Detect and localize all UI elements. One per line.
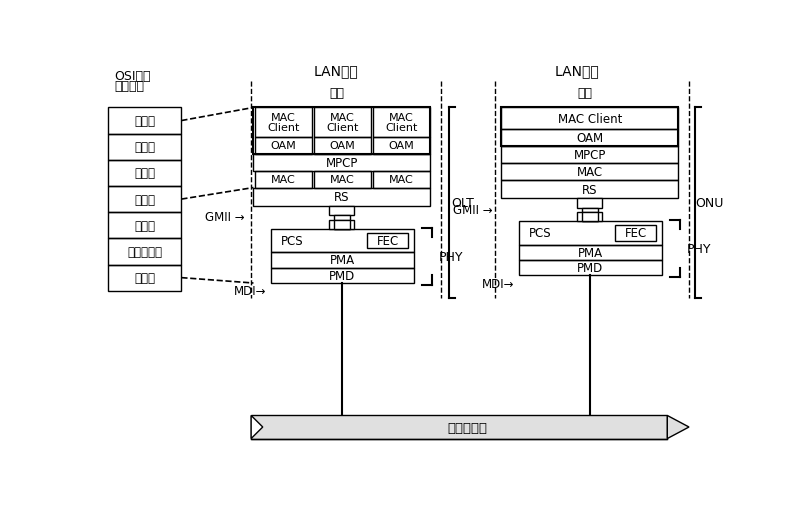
Text: MPCP: MPCP (574, 148, 606, 162)
Text: LAN分层: LAN分层 (554, 64, 599, 78)
Text: OAM: OAM (576, 132, 603, 145)
Text: LAN分层: LAN分层 (314, 64, 358, 78)
Text: MAC Client: MAC Client (558, 113, 622, 125)
Text: 物理层: 物理层 (134, 272, 155, 284)
Text: 传输层: 传输层 (134, 193, 155, 206)
Text: GMII →: GMII → (453, 203, 492, 216)
Text: Client: Client (326, 123, 358, 133)
Text: OAM: OAM (330, 141, 355, 151)
Bar (502, 164, 678, 180)
Bar (373, 137, 430, 155)
Text: GMII →: GMII → (205, 211, 244, 224)
Text: Client: Client (386, 123, 418, 133)
Text: 上层: 上层 (329, 86, 344, 99)
Bar (270, 268, 414, 283)
Bar (518, 245, 662, 261)
Bar (502, 180, 678, 199)
Text: MPCP: MPCP (326, 157, 358, 169)
Text: MAC: MAC (330, 175, 355, 185)
Text: MAC: MAC (330, 113, 355, 122)
Bar (578, 213, 602, 222)
Text: PMA: PMA (330, 254, 354, 267)
Text: FEC: FEC (624, 227, 646, 240)
Bar (330, 221, 354, 230)
Text: Client: Client (267, 123, 300, 133)
Bar (108, 265, 182, 291)
Text: PHY: PHY (686, 242, 711, 256)
Bar (373, 108, 430, 137)
Bar (502, 108, 678, 146)
Text: OSI参考: OSI参考 (114, 70, 150, 82)
Text: 应用层: 应用层 (134, 115, 155, 128)
Bar (582, 213, 598, 222)
Bar (502, 146, 678, 164)
Text: 会话层: 会话层 (134, 167, 155, 180)
Bar (108, 187, 182, 213)
Text: 模型分层: 模型分层 (114, 80, 144, 93)
Text: MDI→: MDI→ (482, 277, 514, 290)
Text: MAC: MAC (271, 113, 296, 122)
Polygon shape (251, 416, 262, 439)
Text: PHY: PHY (438, 250, 463, 263)
Text: OLT: OLT (451, 197, 474, 210)
Bar (518, 261, 662, 276)
Bar (373, 171, 430, 188)
Text: PMD: PMD (329, 269, 355, 282)
Bar (254, 108, 430, 155)
Bar (108, 239, 182, 265)
Text: PCS: PCS (529, 227, 551, 240)
Text: PCS: PCS (281, 235, 303, 247)
Bar (518, 222, 662, 245)
Text: RS: RS (582, 183, 598, 196)
Bar (578, 199, 602, 208)
Text: ONU: ONU (695, 197, 723, 210)
Bar (502, 108, 678, 130)
Bar (314, 137, 371, 155)
Text: MAC: MAC (389, 175, 414, 185)
Text: MAC: MAC (271, 175, 296, 185)
Bar (367, 233, 408, 249)
Text: MAC: MAC (389, 113, 414, 122)
Bar (615, 226, 656, 241)
Bar (251, 416, 667, 439)
Bar (314, 171, 371, 188)
Text: PMA: PMA (578, 246, 602, 259)
Bar (502, 130, 678, 146)
Text: FEC: FEC (377, 235, 398, 247)
Bar (270, 230, 414, 252)
Bar (270, 252, 414, 268)
Bar (108, 213, 182, 239)
Text: RS: RS (334, 191, 350, 204)
Text: MDI→: MDI→ (234, 285, 266, 297)
Text: PMD: PMD (577, 262, 603, 275)
Text: 表示层: 表示层 (134, 141, 155, 154)
Text: 数据链路层: 数据链路层 (127, 245, 162, 259)
Text: OAM: OAM (270, 141, 297, 151)
Text: 无源光介质: 无源光介质 (447, 421, 487, 434)
Bar (108, 134, 182, 161)
Text: 上层: 上层 (577, 86, 592, 99)
Bar (582, 208, 598, 222)
Text: OAM: OAM (389, 141, 414, 151)
Bar (255, 108, 312, 137)
Text: MAC: MAC (577, 166, 603, 178)
Text: 网络层: 网络层 (134, 219, 155, 232)
Bar (254, 188, 430, 207)
Polygon shape (667, 416, 689, 439)
Bar (334, 221, 350, 230)
Bar (108, 108, 182, 134)
Bar (255, 171, 312, 188)
Bar (254, 155, 430, 171)
Bar (255, 137, 312, 155)
Bar (330, 207, 354, 216)
Bar (108, 161, 182, 187)
Bar (314, 108, 371, 137)
Bar (334, 216, 350, 230)
